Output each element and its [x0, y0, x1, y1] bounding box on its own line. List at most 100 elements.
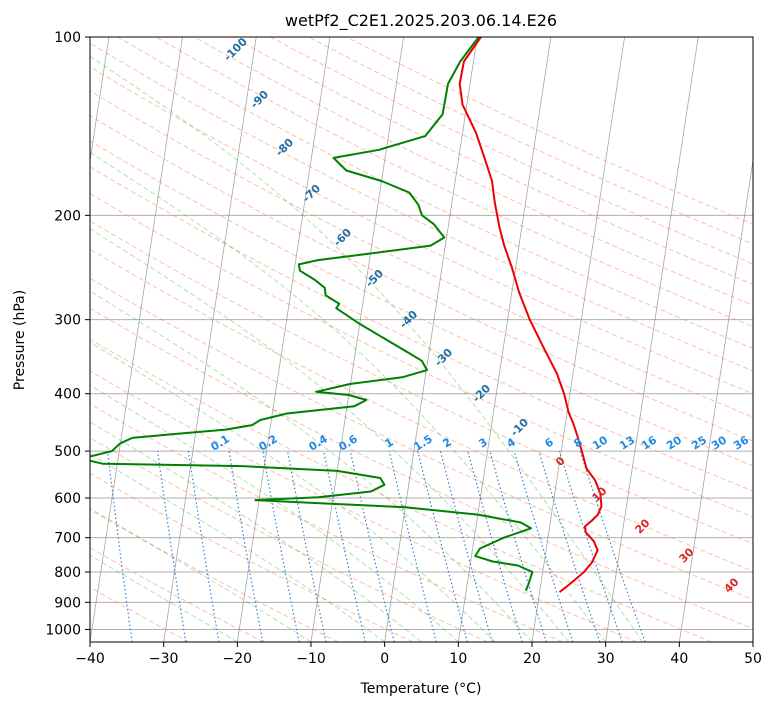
- mixing-ratio-label: 13: [617, 433, 637, 452]
- isobar-grid: [90, 37, 753, 630]
- dry-adiabat-line: [90, 547, 264, 642]
- x-tick-label: 30: [597, 651, 615, 667]
- mixing-ratio-label: 6: [542, 435, 556, 450]
- moist-adiabat-label: -70: [300, 182, 323, 205]
- isotherm-line: [384, 37, 478, 642]
- x-tick-label: −30: [149, 651, 179, 667]
- y-axis: 100 200 300 400 500 600 700 800 900 1000: [45, 30, 90, 638]
- mixing-ratio-line: [287, 450, 327, 642]
- dry-adiabat-line: [270, 37, 753, 265]
- y-tick-label: 200: [54, 208, 81, 224]
- moist-adiabats: [90, 55, 643, 642]
- dry-adiabat-line: [90, 193, 753, 518]
- mixing-ratio-line: [558, 450, 623, 642]
- x-tick-label: 50: [744, 651, 762, 667]
- y-tick-label: 400: [54, 387, 81, 403]
- isotherm-line: [236, 37, 331, 642]
- mixing-ratio-label: 2: [440, 435, 453, 450]
- mixing-ratio-label: 8: [571, 435, 584, 450]
- moist-adiabat-label: -100: [221, 35, 250, 64]
- mixing-ratio-label: 0.1: [208, 432, 231, 453]
- x-axis-label: Temperature (°C): [360, 681, 482, 697]
- moist-adiabat-label: -60: [331, 226, 354, 249]
- mixing-ratio-line: [417, 450, 469, 642]
- mixing-ratio-line: [107, 451, 133, 642]
- isotherm-line: [163, 37, 257, 642]
- chart-title: wetPf2_C2E1.2025.203.06.14.E26: [285, 11, 557, 31]
- mixing-ratio-label: 20: [664, 433, 684, 452]
- x-tick-label: 40: [670, 651, 688, 667]
- temperature-profile-line: [458, 37, 603, 593]
- y-tick-label: 900: [54, 595, 81, 611]
- sounding-profiles: [90, 37, 603, 593]
- moist-adiabat-label: -40: [397, 308, 420, 331]
- moist-adiabat-line: [90, 507, 312, 642]
- mixing-ratio-line: [467, 450, 523, 642]
- dry-adiabat-line: [155, 37, 753, 328]
- moist-adiabat-line: [90, 384, 459, 642]
- moist-adiabat-line: [90, 55, 643, 642]
- plot-area: 0.1 0.2 0.4 0.6 1 1.5 2 3 4 6 8 10 13 16 20 25 30 36-100-…: [90, 35, 753, 642]
- moist-adiabat-line: [90, 290, 533, 642]
- mixing-ratio-label: 16: [639, 433, 659, 452]
- moist-adiabat-line: [90, 554, 238, 642]
- dry-adiabat-line: [90, 140, 753, 467]
- isotherm-line: [531, 37, 625, 642]
- dry-adiabat-line: [90, 66, 753, 395]
- mixing-ratio-label: 1: [382, 435, 395, 450]
- mixing-ratio-line: [579, 450, 646, 642]
- mixing-ratio-line: [157, 451, 187, 642]
- dry-adiabat-line: [308, 37, 753, 245]
- x-tick-label: 0: [380, 651, 389, 667]
- mixing-ratio-line: [388, 450, 437, 642]
- dry-adiabat-line: [90, 248, 753, 572]
- moist-adiabat-label: -80: [273, 136, 296, 159]
- mixing-ratio-line: [187, 451, 220, 642]
- dry-adiabat-line: [90, 509, 339, 642]
- y-tick-label: 600: [54, 491, 81, 507]
- y-axis-label: Pressure (hPa): [12, 290, 28, 390]
- moist-adiabat-label: -10: [508, 416, 531, 439]
- x-tick-label: −10: [296, 651, 326, 667]
- mixing-ratio-line: [323, 450, 366, 642]
- isotherm-line: [90, 37, 110, 164]
- dry-adiabat-line: [90, 42, 753, 372]
- dry-adiabat-line: [117, 37, 753, 349]
- dry-adiabat-line: [90, 370, 638, 642]
- moist-adiabat-line: [90, 228, 570, 642]
- dewpoint-profile-line: [90, 37, 534, 591]
- dry-adiabat-line: [90, 277, 753, 601]
- isotherm-line: [457, 37, 552, 642]
- moist-adiabat-label: -50: [363, 267, 386, 290]
- dry-adiabat-line: [90, 90, 753, 418]
- x-axis: −40 −30 −20 −10 0 10 20 30 40 50: [75, 642, 762, 667]
- dry-adiabat-line: [90, 437, 488, 642]
- isotherm-line: [605, 37, 699, 642]
- dry-adiabat-line: [90, 338, 712, 642]
- dry-adiabats: [90, 37, 753, 642]
- dry-adiabat-line: [232, 37, 753, 285]
- dry-adiabat-line: [193, 37, 753, 306]
- moist-adiabat-line: [90, 341, 496, 642]
- mixing-ratio-lines: [107, 450, 646, 642]
- mixing-ratio-line: [439, 450, 493, 642]
- dry-adiabat-line: [90, 472, 414, 642]
- y-tick-label: 800: [54, 565, 81, 581]
- mixing-ratio-line: [489, 450, 547, 642]
- x-tick-label: −20: [223, 651, 253, 667]
- mixing-ratio-line: [349, 450, 395, 642]
- moist-adiabat-label: -90: [248, 88, 271, 111]
- mixing-ratio-label: 0.2: [256, 432, 279, 453]
- y-tick-label: 100: [54, 30, 81, 46]
- mixing-ratio-line: [262, 450, 300, 642]
- y-tick-label: 300: [54, 313, 81, 329]
- mixing-ratio-line: [513, 450, 574, 642]
- x-tick-label: 20: [523, 651, 541, 667]
- mixing-ratio-label: 36: [731, 433, 751, 452]
- mixing-ratio-label: 30: [709, 433, 729, 452]
- moist-adiabat-label: 10: [590, 484, 610, 504]
- plot-frame: [89, 36, 754, 643]
- x-tick-label: 10: [449, 651, 467, 667]
- y-tick-label: 700: [54, 531, 81, 547]
